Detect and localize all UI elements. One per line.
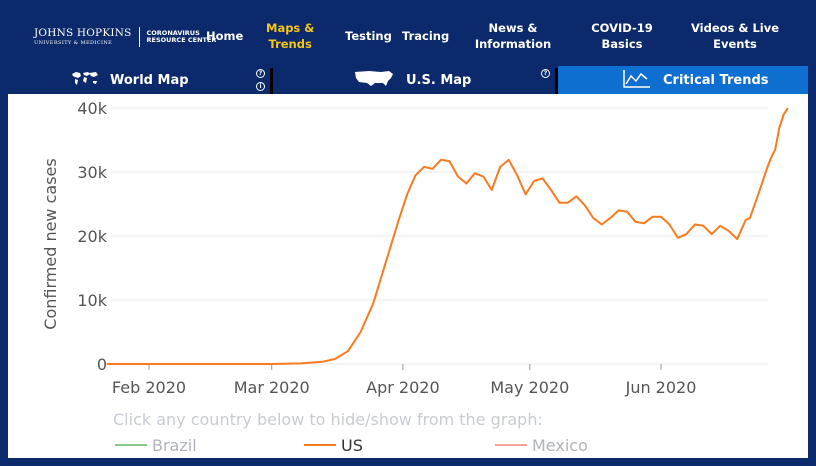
x-tick-label: Apr 2020 — [366, 378, 439, 397]
tab-critical-trends[interactable]: Critical Trends — [558, 66, 808, 94]
y-tick-label: 10k — [77, 291, 107, 310]
y-tick-label: 0 — [97, 355, 107, 374]
crc-line2: RESOURCE CENTER — [146, 36, 217, 44]
nav-tracing-label: Tracing — [402, 29, 450, 43]
nav-testing[interactable]: Testing — [345, 28, 392, 44]
nav-videos-live-events[interactable]: Videos & Live Events — [688, 20, 782, 52]
chart-panel: 0 10k 20k 30k 40k Feb 2020 Mar 2020 Apr 2020 Ma… — [8, 94, 808, 458]
chart-series — [106, 107, 789, 365]
y-axis-ticks: 0 10k 20k 30k 40k — [77, 99, 107, 374]
legend-label: US — [341, 436, 363, 455]
series-line-us — [106, 107, 789, 365]
y-tick-label: 30k — [77, 163, 107, 182]
x-axis-ticks: Feb 2020 Mar 2020 Apr 2020 May 2020 Jun 2020 — [112, 364, 696, 397]
help-icon[interactable]: ? — [256, 69, 265, 78]
nav-basics-line1: COVID-19 — [591, 21, 653, 35]
y-tick-label: 20k — [77, 227, 107, 246]
tab-world-map[interactable]: World Map ? i — [8, 66, 270, 94]
jhu-crc-logo[interactable]: JOHNS HOPKINS UNIVERSITY & MEDICINE CORO… — [34, 24, 216, 50]
y-tick-label: 40k — [77, 99, 107, 118]
tab-us-map-label: U.S. Map — [406, 72, 472, 88]
legend-item-brazil[interactable]: Brazil — [115, 436, 197, 455]
tab-us-map[interactable]: U.S. Map ? — [273, 66, 555, 94]
nav-maps-trends-line2: Trends — [268, 37, 312, 51]
jhu-wordmark: JOHNS HOPKINS UNIVERSITY & MEDICINE — [34, 28, 132, 46]
chart-legend: Brazil US Mexico — [115, 436, 588, 455]
crc-wordmark: CORONAVIRUS RESOURCE CENTER — [146, 28, 217, 44]
top-navigation: JOHNS HOPKINS UNIVERSITY & MEDICINE CORO… — [0, 0, 816, 66]
map-tabs: World Map ? i U.S. Map ? Critical Trends — [8, 66, 808, 94]
info-icon[interactable]: i — [256, 82, 265, 91]
x-tick-label: Feb 2020 — [112, 378, 186, 397]
nav-news-line2: Information — [474, 37, 552, 51]
logo-line1: JOHNS HOPKINS — [34, 27, 132, 40]
legend-label: Mexico — [532, 436, 588, 455]
nav-videos-line1: Videos & Live — [690, 21, 780, 35]
nav-home[interactable]: Home — [206, 28, 243, 44]
gridlines — [110, 107, 768, 365]
nav-testing-label: Testing — [345, 29, 392, 43]
nav-news-line1: News & — [488, 21, 538, 35]
nav-tracing[interactable]: Tracing — [402, 28, 449, 44]
legend-label: Brazil — [152, 436, 197, 455]
legend-instruction: Click any country below to hide/show fro… — [113, 410, 543, 429]
help-icon[interactable]: ? — [541, 69, 550, 78]
tab-world-map-label: World Map — [110, 72, 189, 88]
logo-divider — [138, 27, 140, 47]
nav-videos-line2: Events — [713, 37, 757, 51]
x-tick-label: Mar 2020 — [234, 378, 310, 397]
crc-line1: CORONAVIRUS — [146, 28, 200, 37]
legend-item-mexico[interactable]: Mexico — [495, 436, 588, 455]
us-map-icon — [355, 71, 393, 86]
y-axis-label: Confirmed new cases — [41, 158, 60, 329]
nav-covid19-basics[interactable]: COVID-19 Basics — [586, 20, 658, 52]
nav-basics-line2: Basics — [601, 37, 643, 51]
x-tick-label: May 2020 — [490, 378, 569, 397]
tab-divider — [555, 68, 558, 94]
world-map-icon — [72, 72, 98, 85]
legend-item-us[interactable]: US — [304, 436, 363, 455]
trend-chart-icon — [623, 70, 650, 88]
tab-critical-trends-label: Critical Trends — [663, 72, 769, 88]
tab-divider — [270, 68, 273, 94]
confirmed-cases-chart: 0 10k 20k 30k 40k Feb 2020 Mar 2020 Apr 2020 Ma… — [41, 99, 789, 455]
nav-maps-trends[interactable]: Maps & Trends — [266, 20, 314, 52]
nav-maps-trends-line1: Maps & — [266, 21, 315, 35]
nav-news-information[interactable]: News & Information — [474, 20, 552, 52]
nav-home-label: Home — [206, 29, 244, 43]
logo-line2: UNIVERSITY & MEDICINE — [34, 39, 113, 46]
x-tick-label: Jun 2020 — [625, 378, 697, 397]
